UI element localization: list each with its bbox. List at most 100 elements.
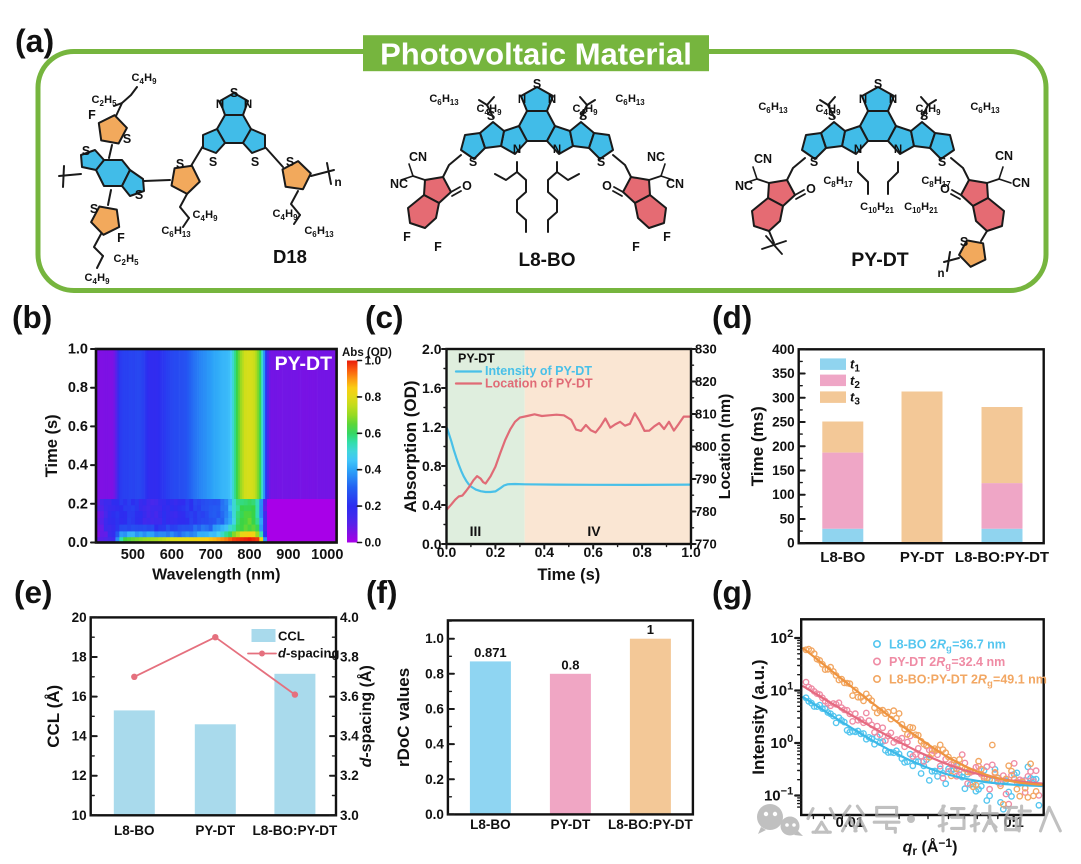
svg-text:0.8: 0.8 bbox=[68, 380, 88, 396]
svg-text:L8-BO:PY-DT: L8-BO:PY-DT bbox=[253, 823, 339, 838]
svg-text:500: 500 bbox=[121, 547, 145, 563]
svg-text:350: 350 bbox=[772, 366, 795, 381]
svg-text:C10 H21: C10 H21 bbox=[860, 201, 894, 215]
svg-text:C4 H9: C4 H9 bbox=[273, 208, 299, 222]
svg-text:S: S bbox=[135, 188, 143, 202]
svg-text:150: 150 bbox=[772, 463, 795, 478]
svg-text:NC: NC bbox=[390, 177, 408, 191]
svg-text:S: S bbox=[487, 109, 495, 123]
svg-text:300: 300 bbox=[772, 390, 795, 405]
svg-text:t1: t1 bbox=[850, 357, 860, 375]
svg-text:(f): (f) bbox=[366, 574, 397, 610]
svg-text:qr (Å−1): qr (Å−1) bbox=[903, 836, 958, 858]
svg-text:n: n bbox=[937, 268, 944, 280]
svg-text:Time (s): Time (s) bbox=[43, 414, 61, 477]
svg-text:Location (nm): Location (nm) bbox=[717, 394, 734, 500]
svg-text:S: S bbox=[176, 157, 184, 171]
svg-text:18: 18 bbox=[72, 650, 88, 665]
svg-text:810: 810 bbox=[695, 407, 717, 422]
svg-text:S: S bbox=[90, 202, 98, 216]
svg-text:S: S bbox=[938, 155, 946, 169]
svg-text:1.0: 1.0 bbox=[68, 342, 88, 358]
svg-text:C4 H9: C4 H9 bbox=[573, 103, 599, 117]
svg-text:N: N bbox=[553, 144, 561, 156]
svg-text:0.0: 0.0 bbox=[437, 544, 457, 560]
svg-text:20: 20 bbox=[72, 610, 87, 625]
svg-text:N: N bbox=[548, 94, 556, 106]
svg-text:PY-DT 2Rg =32.4 nm: PY-DT 2Rg =32.4 nm bbox=[889, 655, 1005, 672]
svg-text:CN: CN bbox=[995, 149, 1013, 163]
svg-text:100: 100 bbox=[772, 487, 795, 502]
svg-text:(b): (b) bbox=[12, 299, 52, 335]
svg-text:0.4: 0.4 bbox=[535, 544, 555, 560]
svg-text:CN: CN bbox=[1012, 176, 1030, 190]
svg-text:S: S bbox=[874, 77, 882, 91]
svg-text:0.8: 0.8 bbox=[425, 666, 444, 681]
svg-text:O: O bbox=[940, 182, 950, 196]
svg-text:16: 16 bbox=[72, 689, 88, 704]
svg-text:d-spacing (Å): d-spacing (Å) bbox=[356, 665, 375, 767]
svg-text:S: S bbox=[286, 155, 294, 169]
svg-text:0.8: 0.8 bbox=[422, 458, 442, 474]
svg-text:3.4: 3.4 bbox=[340, 729, 359, 744]
svg-text:O: O bbox=[602, 179, 612, 193]
svg-text:PY-DT: PY-DT bbox=[195, 823, 236, 838]
svg-text:3.2: 3.2 bbox=[340, 768, 359, 783]
svg-text:t2: t2 bbox=[850, 373, 860, 391]
svg-text:50: 50 bbox=[780, 512, 795, 527]
svg-text:Abs (OD): Abs (OD) bbox=[342, 347, 392, 359]
svg-text:900: 900 bbox=[276, 547, 300, 563]
svg-text:L8-BO: L8-BO bbox=[519, 250, 576, 271]
svg-text:rDoC values: rDoC values bbox=[394, 668, 413, 767]
svg-text:S: S bbox=[533, 77, 541, 91]
svg-text:CCL (Å): CCL (Å) bbox=[44, 685, 63, 748]
svg-text:0.2: 0.2 bbox=[486, 544, 506, 560]
svg-text:C4 H9: C4 H9 bbox=[132, 72, 158, 86]
svg-text:S: S bbox=[230, 86, 238, 100]
svg-text:(e): (e) bbox=[14, 574, 53, 610]
svg-text:3.6: 3.6 bbox=[340, 689, 359, 704]
svg-text:10: 10 bbox=[72, 808, 87, 823]
svg-text:4.0: 4.0 bbox=[340, 610, 359, 625]
svg-text:12: 12 bbox=[72, 768, 87, 783]
svg-text:0.8: 0.8 bbox=[632, 544, 652, 560]
svg-text:C4 H9: C4 H9 bbox=[193, 209, 219, 223]
svg-text:L8-BO 2Rg =36.7 nm: L8-BO 2Rg =36.7 nm bbox=[889, 638, 1006, 655]
svg-text:(c): (c) bbox=[365, 299, 404, 335]
svg-text:1.0: 1.0 bbox=[365, 354, 382, 368]
svg-text:C6 H13: C6 H13 bbox=[970, 101, 1000, 115]
svg-text:C10 H21: C10 H21 bbox=[904, 201, 938, 215]
svg-text:C6 H13: C6 H13 bbox=[161, 225, 191, 239]
svg-text:14: 14 bbox=[72, 729, 88, 744]
svg-text:F: F bbox=[434, 240, 442, 254]
svg-text:1000: 1000 bbox=[311, 547, 343, 563]
svg-text:0.0: 0.0 bbox=[422, 536, 442, 552]
svg-text:0.6: 0.6 bbox=[425, 702, 444, 717]
svg-text:C6 H13: C6 H13 bbox=[615, 93, 645, 107]
svg-text:800: 800 bbox=[695, 439, 717, 454]
svg-text:L8-BO:PY-DT: L8-BO:PY-DT bbox=[608, 817, 694, 832]
svg-text:IV: IV bbox=[587, 523, 601, 539]
svg-text:C8 H17: C8 H17 bbox=[921, 175, 951, 189]
svg-text:(d): (d) bbox=[712, 299, 752, 335]
svg-text:0.0: 0.0 bbox=[68, 535, 88, 551]
svg-text:Absorption (OD): Absorption (OD) bbox=[401, 380, 420, 512]
svg-text:0.2: 0.2 bbox=[365, 499, 382, 513]
svg-text:1.0: 1.0 bbox=[425, 631, 444, 646]
svg-text:102: 102 bbox=[770, 628, 793, 647]
svg-text:Intensity (a.u.): Intensity (a.u.) bbox=[749, 659, 768, 774]
svg-text:C8 H17: C8 H17 bbox=[823, 175, 853, 189]
svg-text:S: S bbox=[828, 109, 836, 123]
svg-text:S: S bbox=[579, 109, 587, 123]
svg-text:CN: CN bbox=[409, 150, 427, 164]
svg-text:Time (s): Time (s) bbox=[537, 566, 600, 584]
svg-text:Location of PY-DT: Location of PY-DT bbox=[485, 377, 593, 391]
svg-text:D18: D18 bbox=[273, 246, 307, 267]
svg-text:N: N bbox=[216, 99, 224, 111]
svg-text:0.2: 0.2 bbox=[68, 496, 88, 512]
svg-text:NC: NC bbox=[647, 150, 665, 164]
svg-text:L8-BO: L8-BO bbox=[470, 817, 511, 832]
svg-text:n: n bbox=[334, 175, 341, 189]
svg-text:S: S bbox=[251, 155, 259, 169]
svg-text:0.4: 0.4 bbox=[425, 737, 444, 752]
